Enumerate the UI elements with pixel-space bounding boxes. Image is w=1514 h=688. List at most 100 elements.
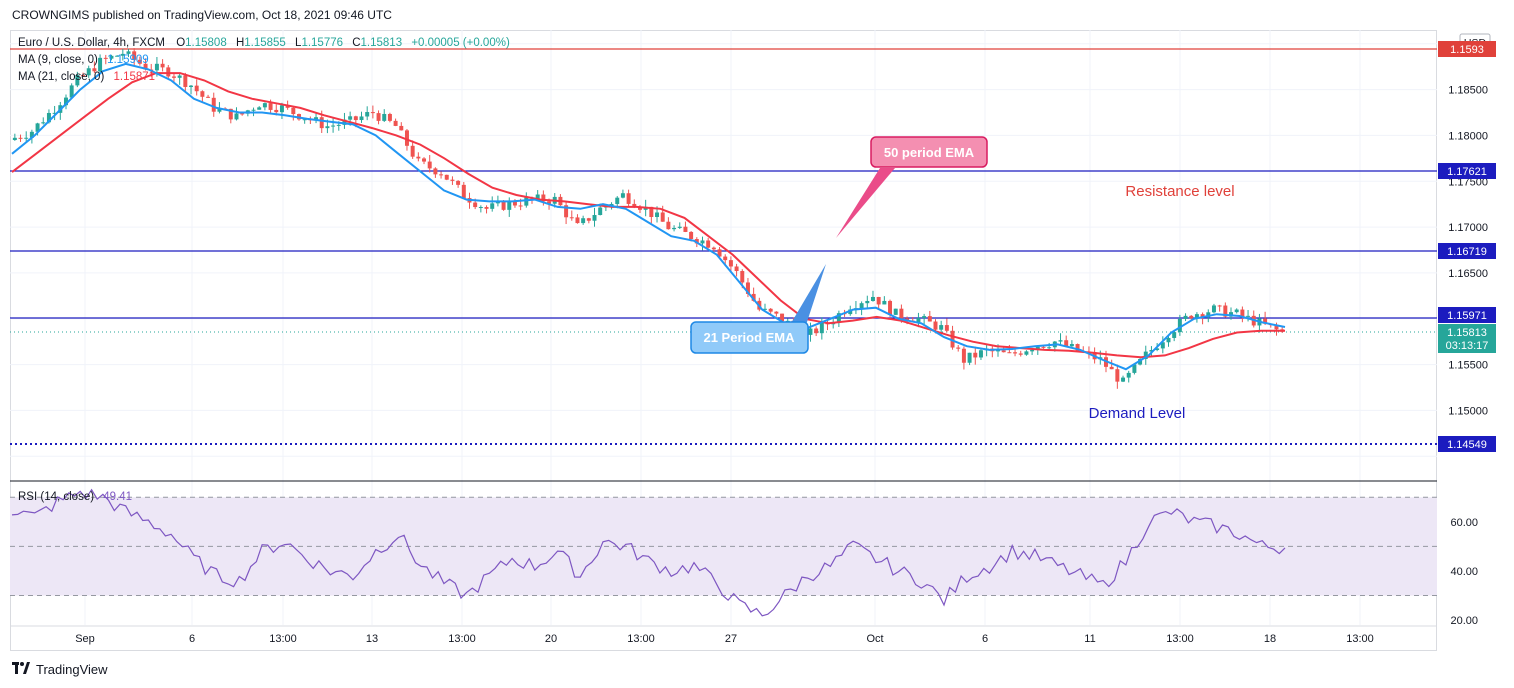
candle-body xyxy=(143,63,148,70)
candle-body xyxy=(950,330,955,348)
candle-body xyxy=(240,113,245,115)
time-tick: 27 xyxy=(725,633,737,645)
tv-logo-icon xyxy=(12,662,30,677)
candle-body xyxy=(717,249,722,257)
candle-body xyxy=(285,105,290,108)
candle-body xyxy=(410,145,415,157)
time-tick: 13:00 xyxy=(1166,633,1194,645)
candle-body xyxy=(1206,312,1211,318)
candle-body xyxy=(495,201,500,204)
candle-body xyxy=(632,203,637,208)
candle-body xyxy=(944,325,949,331)
candle-body xyxy=(1217,305,1222,307)
rsi-pane: RSI (14, close) 49.41 60.00 40.00 20.00 xyxy=(10,480,1478,627)
ema21-callout: 21 Period EMA xyxy=(690,264,826,354)
candle-body xyxy=(427,161,432,169)
candle-body xyxy=(1121,377,1126,382)
rsi-tick: 40.00 xyxy=(1450,566,1478,578)
candle-body xyxy=(649,206,654,217)
candle-body xyxy=(876,296,881,305)
candle-body xyxy=(700,240,705,244)
candle-body xyxy=(189,85,194,87)
candle-body xyxy=(120,53,125,56)
candle-body xyxy=(592,215,597,221)
time-tick: 11 xyxy=(1084,633,1095,645)
tag-resistance-2: 1.16719 xyxy=(1447,246,1487,258)
candle-body xyxy=(819,322,824,334)
candle-body xyxy=(376,113,381,121)
candle-body xyxy=(859,303,864,309)
price-tick: 1.18000 xyxy=(1448,130,1488,142)
time-tick: 18 xyxy=(1264,633,1276,645)
candle-body xyxy=(439,174,444,176)
legend-l-label: L xyxy=(295,37,302,49)
candle-body xyxy=(734,266,739,272)
candle-body xyxy=(109,55,114,59)
published-header: CROWNGIMS published on TradingView.com, … xyxy=(12,8,392,22)
time-tick: 6 xyxy=(982,633,988,645)
candle-body xyxy=(171,76,176,78)
candle-body xyxy=(1132,364,1137,373)
candle-body xyxy=(564,205,569,218)
price-axis[interactable]: 1.18500 1.18000 1.17500 1.17000 1.16500 1.155… xyxy=(1448,85,1488,418)
time-tick: 13:00 xyxy=(627,633,655,645)
candle-body xyxy=(683,226,688,232)
resistance-annotation: Resistance level xyxy=(1125,183,1234,200)
candle-body xyxy=(518,205,523,207)
candle-body xyxy=(694,239,699,244)
candle-body xyxy=(456,180,461,185)
candle-body xyxy=(1240,309,1245,317)
candle-body xyxy=(1211,305,1216,313)
candle-body xyxy=(370,112,375,114)
candle-body xyxy=(512,201,517,206)
candle-body xyxy=(1263,318,1268,324)
candle-body xyxy=(331,125,336,127)
candle-body xyxy=(86,68,91,76)
time-tick: 13:00 xyxy=(269,633,297,645)
time-tick: 13 xyxy=(366,633,378,645)
candle-body xyxy=(836,313,841,323)
time-axis[interactable]: Sep 6 13:00 13 13:00 20 13:00 27 Oct 6 11 13:00 18 13… xyxy=(10,625,1437,645)
candle-body xyxy=(1274,325,1279,330)
candle-body xyxy=(1200,314,1205,318)
tag-support: 1.15971 xyxy=(1447,310,1487,322)
legend-c-label: C xyxy=(352,37,360,49)
candle-body xyxy=(706,240,711,248)
candle-body xyxy=(29,131,34,138)
legend-change: +0.00005 (+0.00%) xyxy=(411,37,510,49)
candle-body xyxy=(1018,353,1023,355)
candle-body xyxy=(81,75,86,77)
candle-body xyxy=(961,348,966,363)
candle-body xyxy=(1069,344,1074,347)
candle-body xyxy=(1143,351,1148,359)
candle-body xyxy=(444,174,449,180)
candle-body xyxy=(314,117,319,121)
price-tick: 1.16500 xyxy=(1448,268,1488,280)
candle-body xyxy=(24,137,29,139)
candle-body xyxy=(740,271,745,283)
rsi-line xyxy=(11,488,1286,617)
candle-body xyxy=(939,325,944,330)
time-tick: Sep xyxy=(75,633,95,645)
candle-body xyxy=(598,207,603,216)
candle-body xyxy=(1115,369,1120,382)
legend-l: 1.15776 xyxy=(301,37,343,49)
time-tick: 13:00 xyxy=(1346,633,1374,645)
candle-body xyxy=(745,282,750,294)
candle-body xyxy=(302,119,307,121)
candle-body xyxy=(547,201,552,204)
candle-body xyxy=(586,218,591,221)
candle-body xyxy=(1001,350,1006,353)
candle-body xyxy=(780,313,785,322)
tradingview-logo[interactable]: TradingView xyxy=(12,662,108,677)
candle-body xyxy=(1246,315,1251,317)
candle-body xyxy=(234,113,239,120)
candle-body xyxy=(1189,315,1194,319)
candle-body xyxy=(387,113,392,121)
candle-body xyxy=(1166,337,1171,343)
candle-body xyxy=(348,116,353,120)
candle-body xyxy=(433,168,438,175)
candle-body xyxy=(1223,305,1228,317)
candle-body xyxy=(541,194,546,202)
